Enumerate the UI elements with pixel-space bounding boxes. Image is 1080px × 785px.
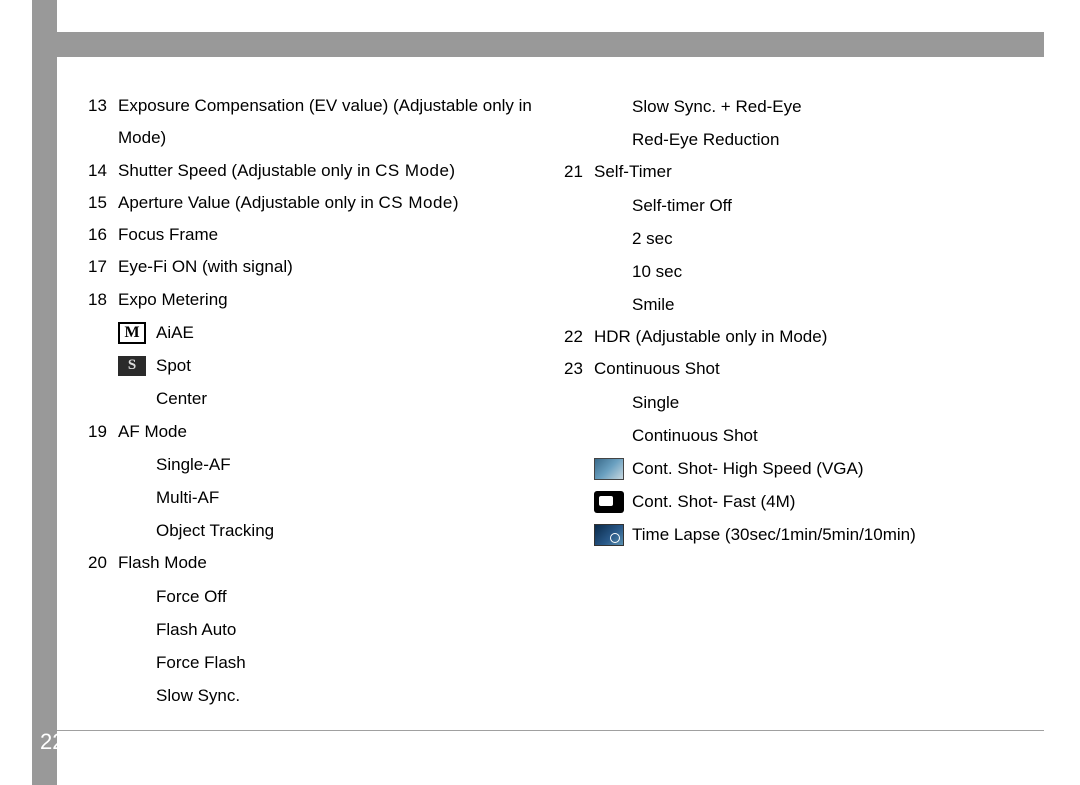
sub-label: Cont. Shot- High Speed (VGA) <box>632 452 864 485</box>
item-number: 21 <box>564 156 594 188</box>
sub-label: Single <box>632 386 679 419</box>
item-number: 14 <box>88 155 118 187</box>
item-20: 20 Flash Mode <box>88 547 564 579</box>
af-sub: Object Tracking <box>88 514 564 547</box>
item-14: 14 Shutter Speed (Adjustable only in CS … <box>88 155 564 187</box>
item-number: 17 <box>88 251 118 283</box>
manual-page: 22 13 Exposure Compensation (EV value) (… <box>0 0 1080 785</box>
timelapse-icon <box>594 524 632 546</box>
item-number: 16 <box>88 219 118 251</box>
item-23: 23 Continuous Shot <box>564 353 1040 385</box>
item-text: HDR (Adjustable only in Mode) <box>594 321 1040 353</box>
page-number: 22 <box>40 729 64 755</box>
item-text: AF Mode <box>118 416 564 448</box>
cont-sub: Cont. Shot- High Speed (VGA) <box>564 452 1040 485</box>
item-number: 15 <box>88 187 118 219</box>
sub-label: Cont. Shot- Fast (4M) <box>632 485 795 518</box>
sub-label: Multi-AF <box>156 481 219 514</box>
item-text: Eye-Fi ON (with signal) <box>118 251 564 283</box>
footer-rule <box>57 730 1044 731</box>
item-text: Focus Frame <box>118 219 564 251</box>
flash-sub-cont: Red-Eye Reduction <box>564 123 1040 156</box>
flash-sub: Force Off <box>88 580 564 613</box>
item-text: Flash Mode <box>118 547 564 579</box>
item-number: 13 <box>88 90 118 122</box>
item-text: Continuous Shot <box>594 353 1040 385</box>
cont-highspeed-icon <box>594 458 632 480</box>
item-text: Self-Timer <box>594 156 1040 188</box>
sub-label: Center <box>156 382 207 415</box>
cont-sub: Single <box>564 386 1040 419</box>
left-margin-bar <box>32 0 57 785</box>
item-number: 19 <box>88 416 118 448</box>
sub-label: Flash Auto <box>156 613 236 646</box>
sub-label: 2 sec <box>632 222 673 255</box>
item-text: Expo Metering <box>118 284 564 316</box>
sub-label: Time Lapse (30sec/1min/5min/10min) <box>632 518 916 551</box>
metering-s-icon: S <box>118 356 156 376</box>
top-header-bar <box>57 32 1044 57</box>
flash-sub: Slow Sync. <box>88 679 564 712</box>
item-19: 19 AF Mode <box>88 416 564 448</box>
item-text: Shutter Speed (Adjustable only in CS Mod… <box>118 155 564 187</box>
sub-label: Force Flash <box>156 646 246 679</box>
sub-label: Continuous Shot <box>632 419 758 452</box>
sub-label: Object Tracking <box>156 514 274 547</box>
af-sub: Single-AF <box>88 448 564 481</box>
item-number: 22 <box>564 321 594 353</box>
timer-sub: 2 sec <box>564 222 1040 255</box>
cont-fast-icon <box>594 491 632 513</box>
timer-sub: Smile <box>564 288 1040 321</box>
item-number: 23 <box>564 353 594 385</box>
sub-label: Slow Sync. + Red-Eye <box>632 90 802 123</box>
item-16: 16 Focus Frame <box>88 219 564 251</box>
cont-sub: Time Lapse (30sec/1min/5min/10min) <box>564 518 1040 551</box>
metering-sub: Center <box>88 382 564 415</box>
metering-m-icon: M <box>118 322 156 344</box>
item-22: 22 HDR (Adjustable only in Mode) <box>564 321 1040 353</box>
item-18: 18 Expo Metering <box>88 284 564 316</box>
sub-label: 10 sec <box>632 255 682 288</box>
sub-label: AiAE <box>156 316 194 349</box>
sub-label: Self-timer Off <box>632 189 732 222</box>
sub-label: Red-Eye Reduction <box>632 123 779 156</box>
right-column: Slow Sync. + Red-Eye Red-Eye Reduction 2… <box>564 90 1040 715</box>
sub-label: Force Off <box>156 580 227 613</box>
cont-sub: Continuous Shot <box>564 419 1040 452</box>
item-text: Aperture Value (Adjustable only in CS Mo… <box>118 187 564 219</box>
item-number: 18 <box>88 284 118 316</box>
sub-label: Slow Sync. <box>156 679 240 712</box>
flash-sub-cont: Slow Sync. + Red-Eye <box>564 90 1040 123</box>
sub-label: Spot <box>156 349 191 382</box>
metering-sub: M AiAE <box>88 316 564 349</box>
item-17: 17 Eye-Fi ON (with signal) <box>88 251 564 283</box>
left-column: 13 Exposure Compensation (EV value) (Adj… <box>88 90 564 715</box>
item-15: 15 Aperture Value (Adjustable only in CS… <box>88 187 564 219</box>
item-text: Exposure Compensation (EV value) (Adjust… <box>118 90 564 155</box>
af-sub: Multi-AF <box>88 481 564 514</box>
item-number: 20 <box>88 547 118 579</box>
metering-sub: S Spot <box>88 349 564 382</box>
flash-sub: Flash Auto <box>88 613 564 646</box>
item-21: 21 Self-Timer <box>564 156 1040 188</box>
content-columns: 13 Exposure Compensation (EV value) (Adj… <box>88 90 1040 715</box>
sub-label: Single-AF <box>156 448 231 481</box>
item-13: 13 Exposure Compensation (EV value) (Adj… <box>88 90 564 155</box>
sub-label: Smile <box>632 288 675 321</box>
cont-sub: Cont. Shot- Fast (4M) <box>564 485 1040 518</box>
timer-sub: 10 sec <box>564 255 1040 288</box>
flash-sub: Force Flash <box>88 646 564 679</box>
timer-sub: Self-timer Off <box>564 189 1040 222</box>
